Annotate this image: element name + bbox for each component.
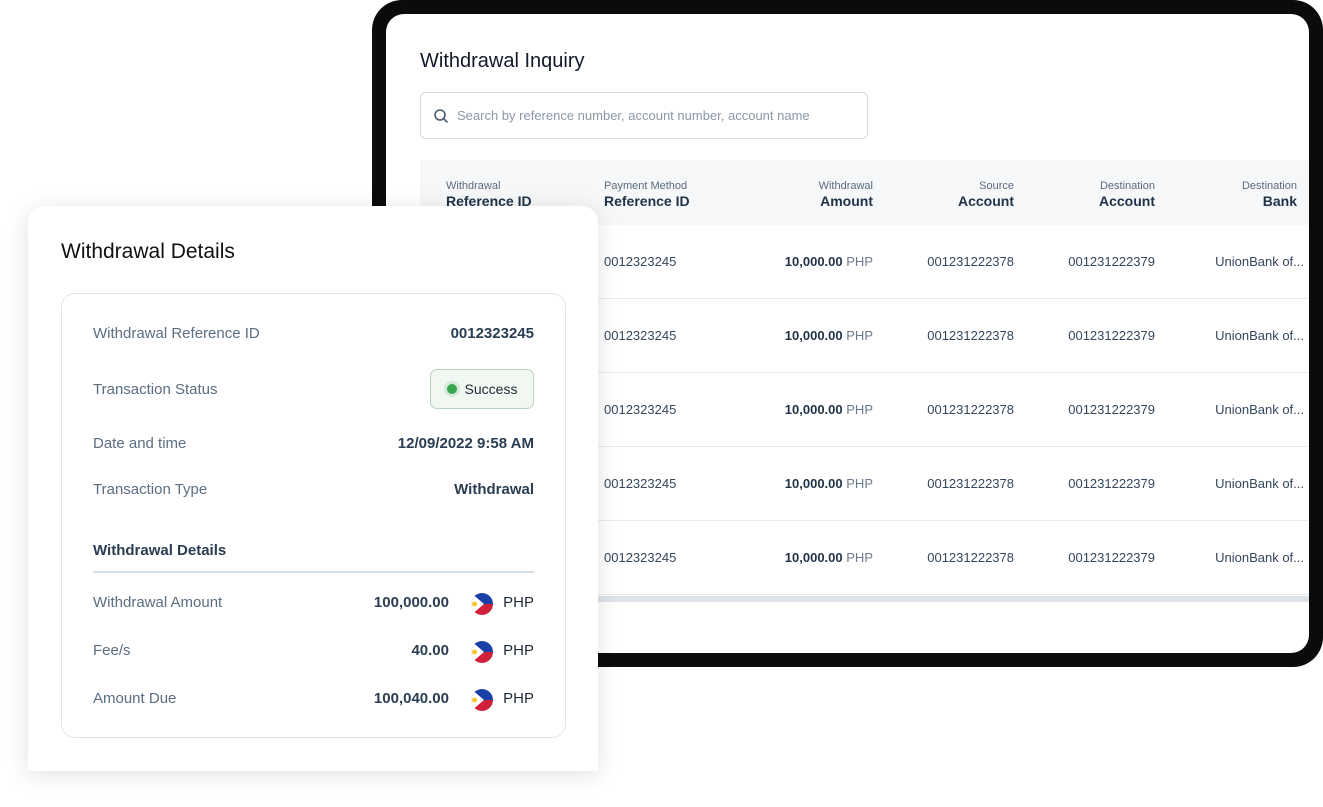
table-row[interactable]: 0012323245 10,000.00 PHP 001231222378 00…	[420, 521, 1309, 595]
amount-value: 40.00	[411, 642, 449, 659]
ref-label: Withdrawal Reference ID	[93, 325, 260, 342]
status-dot-icon	[446, 384, 457, 394]
dest-cell: 001231222379	[1068, 476, 1155, 491]
status-label: Transaction Status	[93, 381, 218, 398]
amount-label: Amount Due	[93, 690, 177, 707]
section-heading: Withdrawal Details	[93, 542, 227, 559]
type-value: Withdrawal	[454, 481, 534, 498]
amount-value: 100,040.00	[373, 690, 449, 707]
amount-value: 10,000.00	[784, 476, 843, 491]
status-text: Success	[464, 381, 518, 397]
currency: PHP	[846, 254, 873, 269]
amount-value: 100,000.00	[373, 594, 449, 611]
search-box[interactable]	[420, 92, 868, 139]
bank-cell: UnionBank of...	[1215, 402, 1304, 417]
philippines-flag-icon	[471, 593, 493, 615]
currency: PHP	[846, 550, 873, 565]
details-box: Withdrawal Reference ID 0012323245 Trans…	[61, 293, 566, 738]
amount-cell: 10,000.00 PHP	[785, 299, 873, 373]
currency: PHP	[846, 328, 873, 343]
pm-ref-cell: 0012323245	[604, 402, 677, 417]
bank-cell: UnionBank of...	[1215, 550, 1304, 565]
status-badge: Success	[430, 369, 534, 409]
currency: PHP	[503, 642, 534, 659]
amount-label: Withdrawal Amount	[93, 594, 223, 611]
source-cell: 001231222378	[927, 328, 1014, 343]
currency: PHP	[503, 594, 534, 611]
bank-cell: UnionBank of...	[1215, 254, 1304, 269]
date-value: 12/09/2022 9:58 AM	[397, 435, 534, 452]
horizontal-scrollbar[interactable]	[386, 596, 1309, 602]
bank-cell: UnionBank of...	[1215, 328, 1304, 343]
dest-cell: 001231222379	[1068, 254, 1155, 269]
card-title: Withdrawal Details	[61, 240, 235, 263]
source-cell: 001231222378	[927, 254, 1014, 269]
currency: PHP	[846, 476, 873, 491]
table-row[interactable]: 0012323245 10,000.00 PHP 001231222378 00…	[420, 299, 1309, 373]
withdrawal-details-card: Withdrawal Details Withdrawal Reference …	[28, 206, 598, 771]
column-header[interactable]: Destination Bank	[1241, 180, 1297, 209]
column-header[interactable]: Payment Method Reference ID	[604, 180, 690, 209]
ref-value: 0012323245	[450, 325, 534, 342]
table-row[interactable]: 0012323245 10,000.00 PHP 001231222378 00…	[420, 373, 1309, 447]
amount-cell: 10,000.00 PHP	[785, 373, 873, 447]
search-input[interactable]	[457, 108, 857, 123]
amount-value: 10,000.00	[784, 550, 843, 565]
currency: PHP	[503, 690, 534, 707]
bank-cell: UnionBank of...	[1215, 476, 1304, 491]
column-header[interactable]: Source Account	[958, 180, 1014, 209]
philippines-flag-icon	[471, 689, 493, 711]
type-label: Transaction Type	[93, 481, 208, 498]
column-header[interactable]: Destination Account	[1099, 180, 1155, 209]
amount-row: Fee/s 40.00 PHP	[93, 640, 534, 664]
philippines-flag-icon	[471, 641, 493, 663]
source-cell: 001231222378	[927, 402, 1014, 417]
date-label: Date and time	[93, 435, 187, 452]
table-row[interactable]: 0012323245 10,000.00 PHP 001231222378 00…	[420, 225, 1309, 299]
dest-cell: 001231222379	[1068, 550, 1155, 565]
source-cell: 001231222378	[927, 550, 1014, 565]
amount-value: 10,000.00	[784, 328, 843, 343]
dest-cell: 001231222379	[1068, 402, 1155, 417]
pm-ref-cell: 0012323245	[604, 550, 677, 565]
pm-ref-cell: 0012323245	[604, 328, 677, 343]
amount-label: Fee/s	[93, 642, 131, 659]
amount-row: Amount Due 100,040.00 PHP	[93, 688, 534, 712]
pm-ref-cell: 0012323245	[604, 254, 677, 269]
amount-cell: 10,000.00 PHP	[785, 225, 873, 299]
amount-cell: 10,000.00 PHP	[785, 521, 873, 595]
amount-cell: 10,000.00 PHP	[785, 447, 873, 521]
amount-value: 10,000.00	[784, 254, 843, 269]
amount-row: Withdrawal Amount 100,000.00 PHP	[93, 592, 534, 616]
currency: PHP	[846, 402, 873, 417]
source-cell: 001231222378	[927, 476, 1014, 491]
divider	[93, 571, 534, 573]
column-header[interactable]: Withdrawal Reference ID	[446, 180, 532, 209]
table-row[interactable]: 0012323245 10,000.00 PHP 001231222378 00…	[420, 447, 1309, 521]
dest-cell: 001231222379	[1068, 328, 1155, 343]
pm-ref-cell: 0012323245	[604, 476, 677, 491]
search-icon	[434, 108, 449, 123]
column-header[interactable]: Withdrawal Amount	[818, 180, 873, 209]
amount-value: 10,000.00	[784, 402, 843, 417]
page-title: Withdrawal Inquiry	[420, 50, 585, 72]
